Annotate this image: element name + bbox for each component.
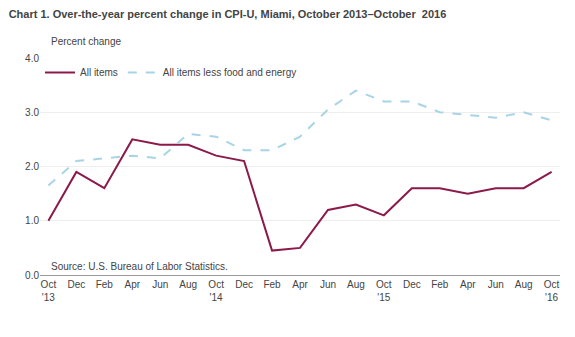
- svg-text:Dec: Dec: [403, 279, 421, 290]
- svg-text:Dec: Dec: [67, 279, 85, 290]
- svg-text:Oct'15: Oct'15: [376, 279, 392, 303]
- svg-text:Feb: Feb: [263, 279, 281, 290]
- svg-text:3.0: 3.0: [25, 107, 39, 118]
- svg-text:Chart 1. Over-the-year percent: Chart 1. Over-the-year percent change in…: [9, 8, 447, 20]
- svg-text:Jun: Jun: [488, 279, 504, 290]
- svg-text:Oct'16: Oct'16: [544, 279, 560, 303]
- svg-text:Dec: Dec: [235, 279, 253, 290]
- svg-text:Feb: Feb: [96, 279, 114, 290]
- svg-text:Jun: Jun: [320, 279, 336, 290]
- svg-text:All items less food and energy: All items less food and energy: [163, 67, 296, 78]
- svg-text:Apr: Apr: [460, 279, 476, 290]
- svg-text:1.0: 1.0: [25, 215, 39, 226]
- svg-text:Oct'13: Oct'13: [41, 279, 57, 303]
- svg-text:4.0: 4.0: [25, 53, 39, 64]
- svg-text:2.0: 2.0: [25, 161, 39, 172]
- svg-text:Oct'14: Oct'14: [208, 279, 224, 303]
- svg-text:Apr: Apr: [124, 279, 140, 290]
- svg-text:Source: U.S. Bureau of Labor S: Source: U.S. Bureau of Labor Statistics.: [51, 261, 228, 272]
- svg-text:Aug: Aug: [179, 279, 197, 290]
- svg-text:All items: All items: [80, 67, 118, 78]
- svg-text:Percent change: Percent change: [51, 36, 121, 47]
- svg-text:Aug: Aug: [515, 279, 533, 290]
- svg-text:Jun: Jun: [152, 279, 168, 290]
- svg-text:Feb: Feb: [431, 279, 449, 290]
- svg-text:Aug: Aug: [347, 279, 365, 290]
- svg-text:Apr: Apr: [292, 279, 308, 290]
- svg-text:0.0: 0.0: [25, 270, 39, 281]
